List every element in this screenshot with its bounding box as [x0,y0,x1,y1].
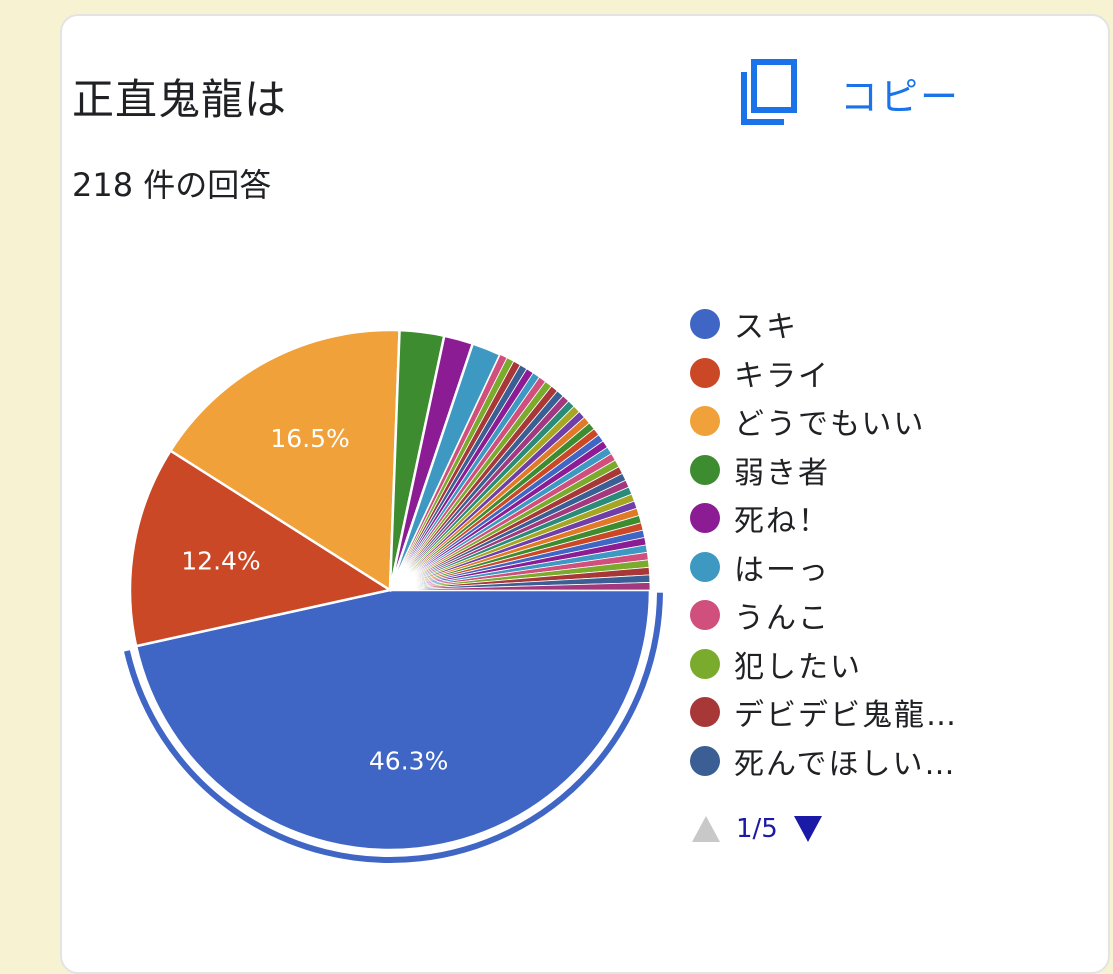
legend-label: スキ [734,310,798,346]
legend-swatch [690,503,720,534]
pie-slice-1[interactable] [128,448,394,648]
legend-item[interactable]: デビデビ鬼龍… [690,688,958,737]
legend-swatch [690,697,720,728]
slice-label-2: 16.5% [270,424,349,453]
pie-slice-2[interactable] [168,328,401,593]
legend-label: うんこ [734,601,830,637]
pager-up-icon[interactable] [690,814,722,844]
legend-label: 犯したい [734,649,862,685]
legend-item[interactable]: 弱き者 [690,446,958,495]
pie-slice-0[interactable] [134,588,652,852]
legend-item[interactable]: 死ね！ [690,494,958,543]
legend-label: 弱き者 [734,455,830,491]
legend-label: 死ね！ [734,504,830,540]
copy-button[interactable]: コピー [740,58,960,128]
highlight-ring [124,592,663,863]
copy-label: コピー [840,74,961,119]
slice-label-0: 46.3% [369,747,448,776]
legend-label: デビデビ鬼龍… [734,698,958,734]
legend-swatch [690,600,720,631]
legend-label: はーっ [734,552,830,588]
pager-down-icon[interactable] [792,814,824,844]
legend-item[interactable]: はーっ [690,543,958,592]
copy-icon [741,59,797,125]
response-count: 218 件の回答 [72,166,272,204]
legend-swatch [690,745,720,776]
slice-label-1: 12.4% [181,546,260,575]
legend-label: 死んでほしい… [734,746,957,782]
legend-item[interactable]: うんこ [690,591,958,640]
chart-legend: スキキライどうでもいい 弱き者死ね！ はーっうんこ犯したいデビデビ鬼龍… 死んでほしい… [690,300,958,785]
legend-label: キライ [734,358,830,394]
legend-swatch [690,454,720,485]
pie-chart: 46.3% 12.4% 16.5% [124,328,663,863]
question-title: 正直鬼龍は [72,75,288,124]
legend-swatch [690,309,720,340]
legend-swatch [690,648,720,679]
legend-swatch [690,406,720,437]
legend-pager: 1/5 [690,814,824,844]
legend-item[interactable]: 犯したい [690,640,958,689]
legend-item[interactable]: どうでもいい [690,397,958,446]
pager-count: 1/5 [736,814,778,844]
legend-label: どうでもいい [734,407,926,443]
legend-item[interactable]: スキ [690,300,958,349]
pie-slice-other[interactable] [389,582,651,591]
legend-swatch [690,357,720,388]
legend-item[interactable]: 死んでほしい… [690,737,958,786]
legend-swatch [690,551,720,582]
legend-item[interactable]: キライ [690,349,958,398]
